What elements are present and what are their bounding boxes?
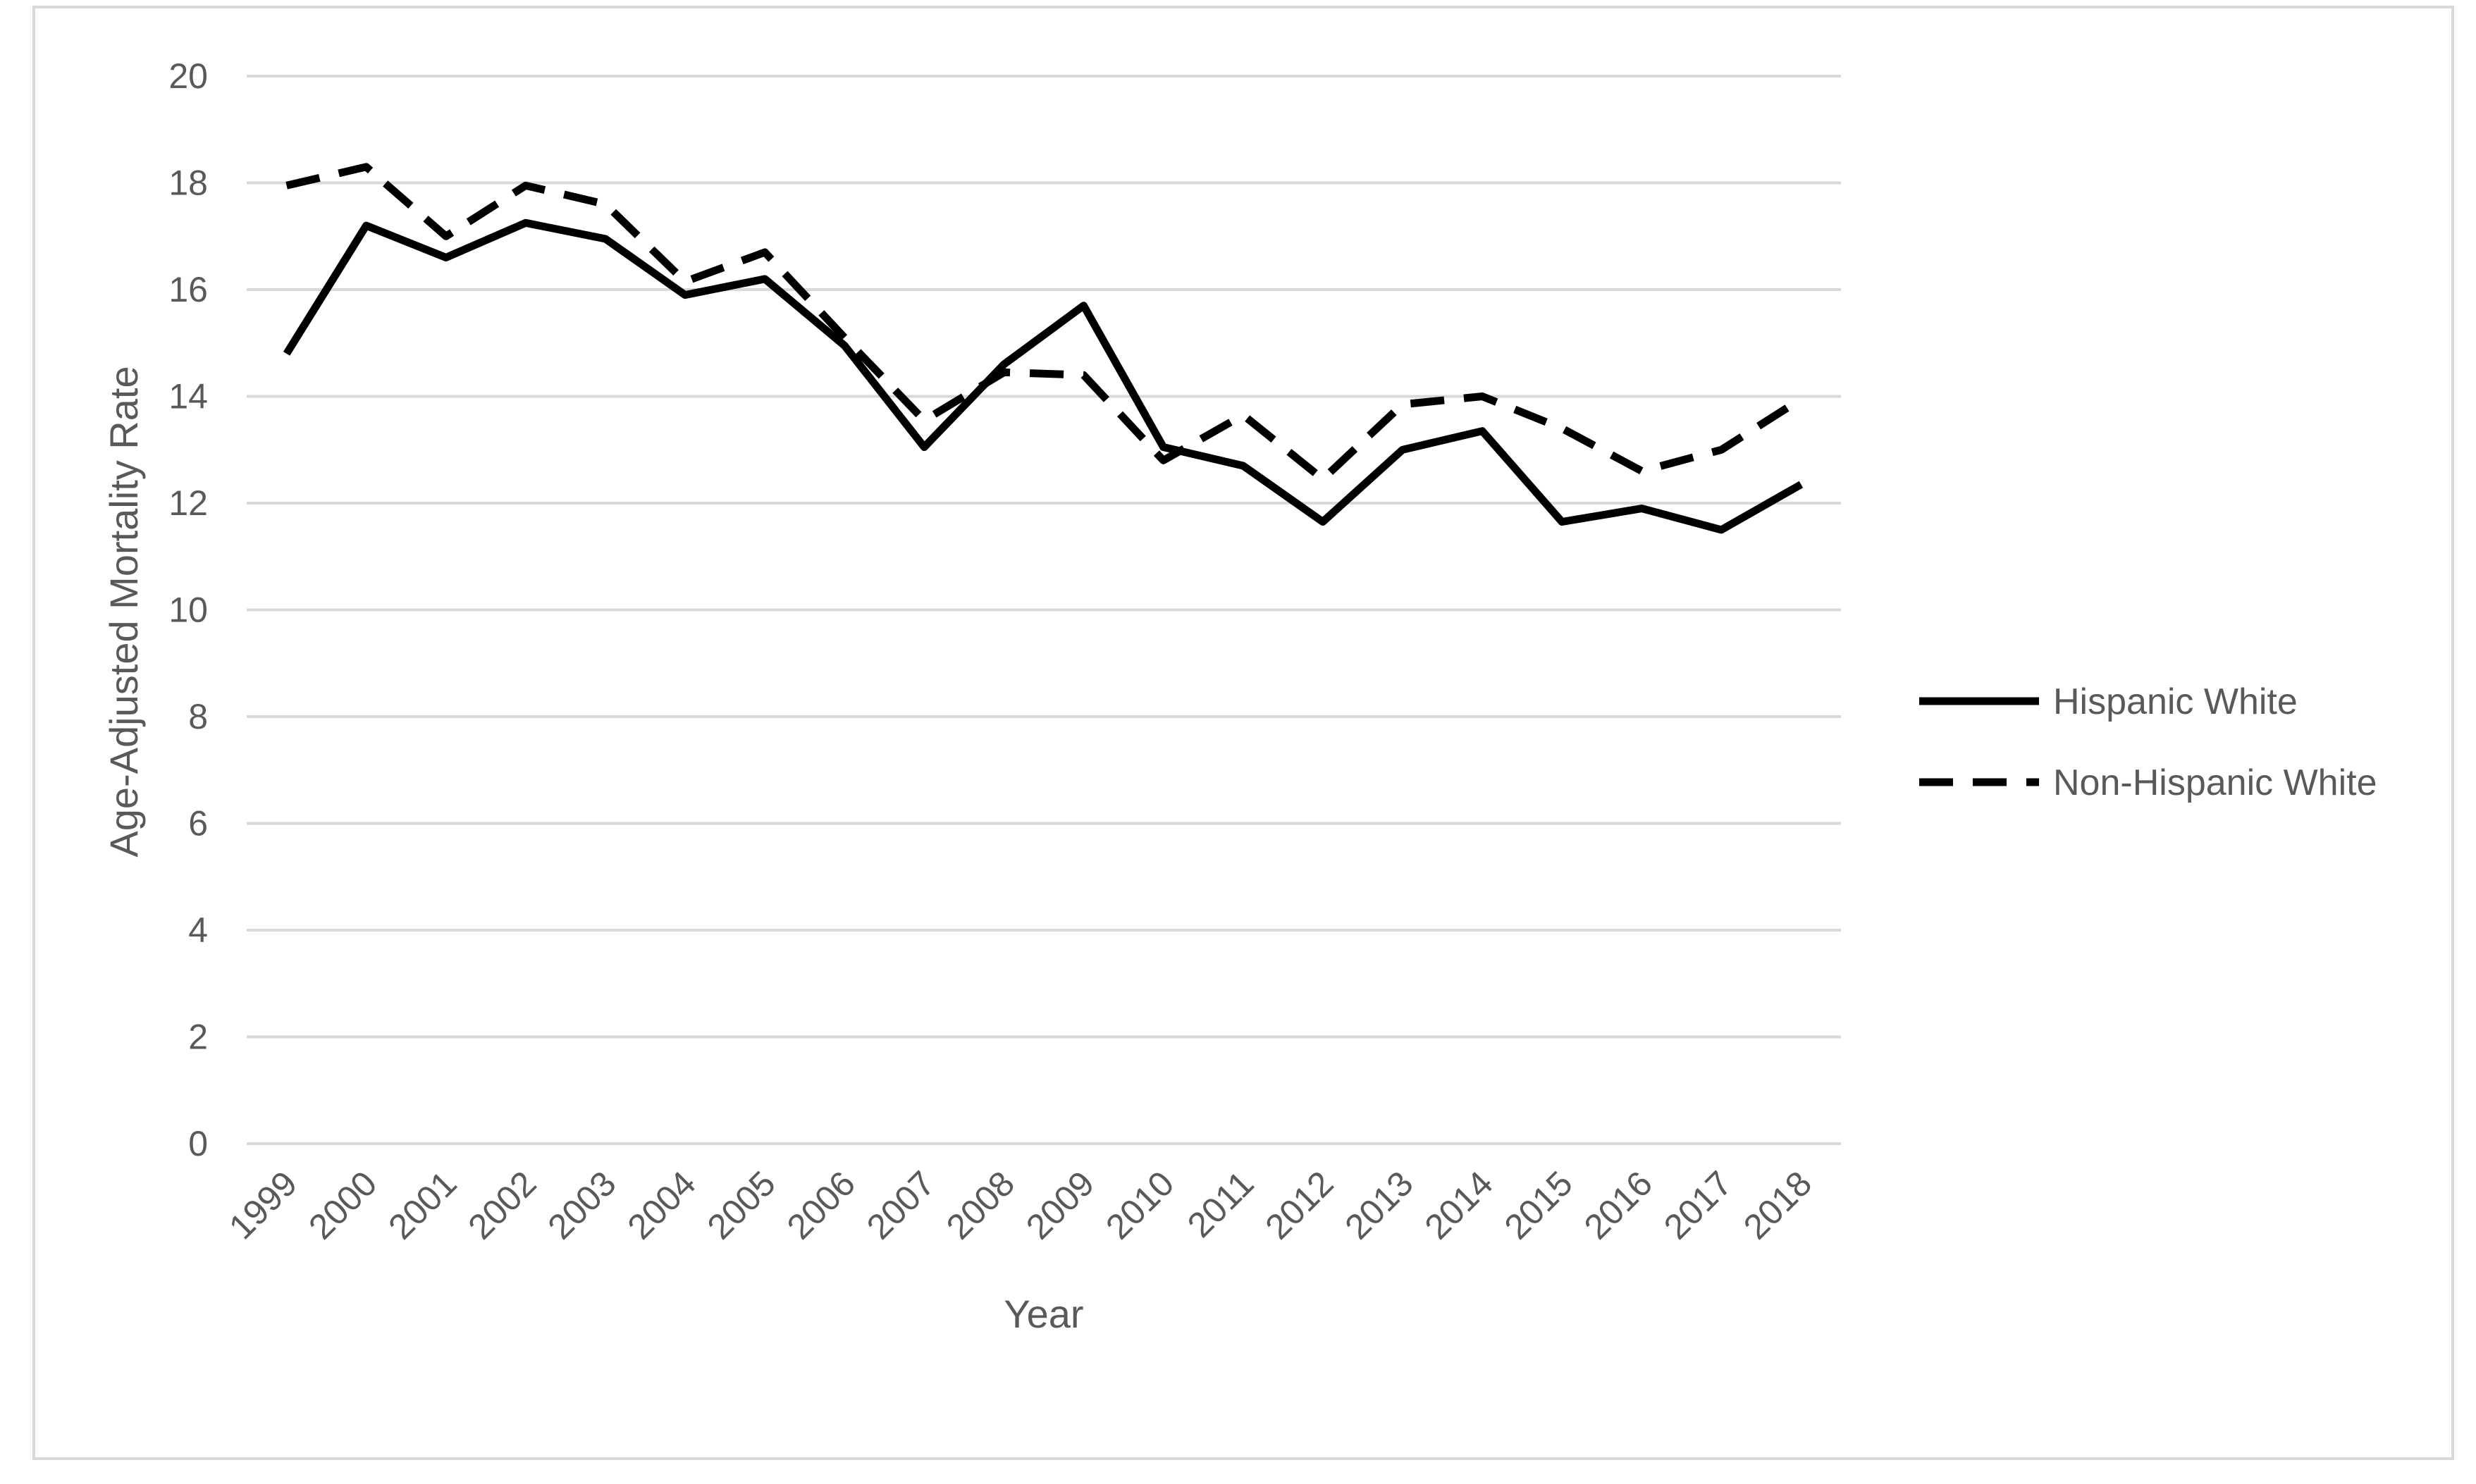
series-layer	[283, 163, 1804, 534]
gridlines	[247, 75, 1841, 1145]
y-tick-label-8: 8	[188, 697, 208, 736]
legend-label-hispanic-white: Hispanic White	[2053, 681, 2298, 722]
y-tick-label-20: 20	[168, 56, 208, 96]
series-line-hispanic-white	[283, 218, 1804, 534]
chart-border	[32, 6, 2454, 1460]
y-tick-label-0: 0	[188, 1124, 208, 1163]
y-tick-label-10: 10	[168, 590, 208, 630]
y-tick-label-6: 6	[188, 804, 208, 843]
series-line-non-hispanic-white	[285, 163, 1804, 483]
legend: Hispanic White Non-Hispanic White	[1919, 681, 2377, 803]
y-tick-label-12: 12	[168, 483, 208, 523]
y-axis-title: Age-Adjusted Mortality Rate	[101, 366, 146, 857]
legend-label-non-hispanic-white: Non-Hispanic White	[2053, 762, 2377, 803]
y-axis-ticks: 0 2 4 6 8 10 12 14 16 18 20	[168, 56, 208, 1163]
y-tick-label-2: 2	[188, 1018, 208, 1057]
y-tick-label-18: 18	[168, 163, 208, 203]
y-tick-label-16: 16	[168, 270, 208, 309]
y-tick-label-4: 4	[188, 910, 208, 950]
y-tick-label-14: 14	[168, 377, 208, 416]
x-axis-title: Year	[1004, 1292, 1083, 1336]
